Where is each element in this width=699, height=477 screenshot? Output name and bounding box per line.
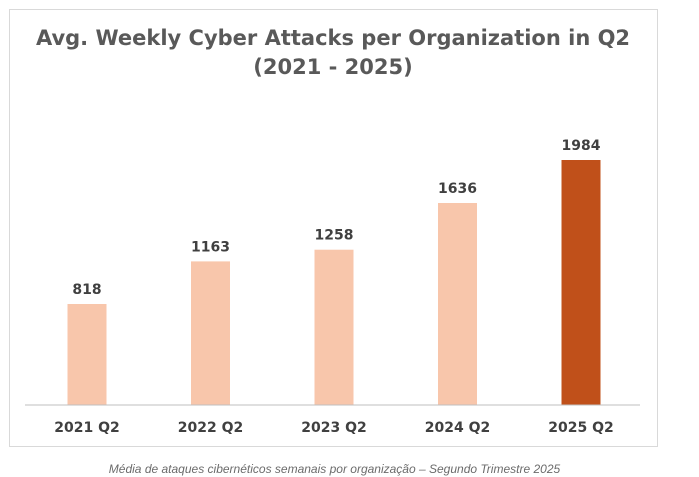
x-tick-label-2022-q2: 2022 Q2 <box>178 420 243 436</box>
bar-value-label-2022-q2: 1163 <box>191 239 230 255</box>
bar-value-label-2025-q2: 1984 <box>562 138 601 154</box>
x-tick-label-2024-q2: 2024 Q2 <box>425 420 490 436</box>
bar-2022-q2 <box>191 261 230 405</box>
chart-title: Avg. Weekly Cyber Attacks per Organizati… <box>36 26 630 50</box>
x-axis-ticks: 2021 Q2 2022 Q2 2023 Q2 2024 Q2 2025 Q2 <box>54 420 613 436</box>
bar-2025-q2 <box>561 160 601 405</box>
x-tick-label-2021-q2: 2021 Q2 <box>54 420 119 436</box>
bar-value-label-2023-q2: 1258 <box>315 228 354 244</box>
bar-2024-q2 <box>438 203 477 405</box>
figure-caption: Média de ataques cibernéticos semanais p… <box>108 462 561 476</box>
bar-value-label-2024-q2: 1636 <box>438 181 477 197</box>
bars-group: 818 1163 1258 1636 1984 <box>67 138 601 405</box>
x-tick-label-2023-q2: 2023 Q2 <box>301 420 366 436</box>
chart-subtitle: (2021 - 2025) <box>253 55 412 79</box>
bar-2023-q2 <box>314 249 354 405</box>
bar-value-label-2021-q2: 818 <box>72 282 101 298</box>
bar-2021-q2 <box>67 304 107 405</box>
x-tick-label-2025-q2: 2025 Q2 <box>548 420 613 436</box>
